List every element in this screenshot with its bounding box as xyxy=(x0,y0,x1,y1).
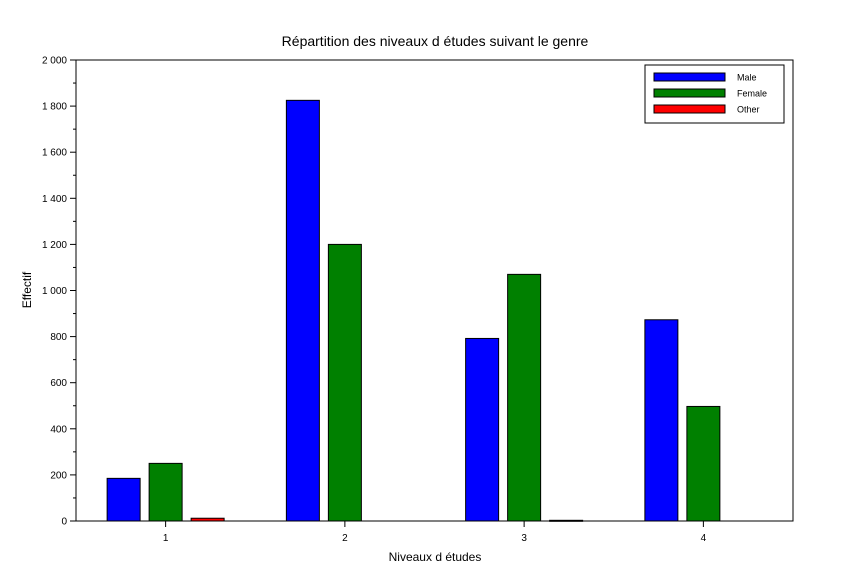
bar-female-2 xyxy=(327,243,362,522)
chart-title: Répartition des niveaux d études suivant… xyxy=(282,33,589,49)
x-axis-label: Niveaux d études xyxy=(389,550,482,564)
plot-area xyxy=(75,59,794,522)
y-tick-label: 0 xyxy=(61,517,67,528)
x-tick-label: 4 xyxy=(701,533,707,544)
y-tick-label: 1 600 xyxy=(42,148,67,159)
bar-female-3 xyxy=(507,273,542,522)
bar-male-4 xyxy=(644,319,679,522)
y-tick-label: 200 xyxy=(50,470,67,481)
legend: Male Female Other xyxy=(644,64,785,124)
legend-swatch-male xyxy=(653,72,726,82)
bars-group xyxy=(106,99,721,522)
y-axis: 0 200 400 600 800 1 000 1 200 1 400 1 600 1 800 2 … xyxy=(42,56,76,528)
bar-other-3 xyxy=(549,519,584,522)
y-tick-label: 2 000 xyxy=(42,56,67,67)
legend-label-other: Other xyxy=(737,105,760,115)
y-tick-label: 1 000 xyxy=(42,286,67,297)
bar-female-1 xyxy=(148,462,183,522)
bar-other-1 xyxy=(190,517,225,522)
y-tick-label: 400 xyxy=(50,424,67,435)
legend-label-female: Female xyxy=(737,89,767,99)
y-tick-label: 800 xyxy=(50,332,67,343)
legend-label-male: Male xyxy=(737,73,757,83)
bar-male-1 xyxy=(106,477,141,522)
y-axis-label: Effectif xyxy=(20,271,34,308)
y-tick-label: 600 xyxy=(50,378,67,389)
bar-male-2 xyxy=(285,99,320,522)
x-tick-label: 2 xyxy=(342,533,348,544)
bar-male-3 xyxy=(465,337,500,522)
x-axis: 1 2 3 4 xyxy=(163,521,707,544)
x-tick-label: 1 xyxy=(163,533,169,544)
legend-swatch-other xyxy=(653,104,726,114)
y-tick-label: 1 200 xyxy=(42,240,67,251)
bar-female-4 xyxy=(686,405,721,522)
y-tick-label: 1 800 xyxy=(42,102,67,113)
y-tick-label: 1 400 xyxy=(42,194,67,205)
legend-swatch-female xyxy=(653,88,726,98)
x-tick-label: 3 xyxy=(521,533,527,544)
